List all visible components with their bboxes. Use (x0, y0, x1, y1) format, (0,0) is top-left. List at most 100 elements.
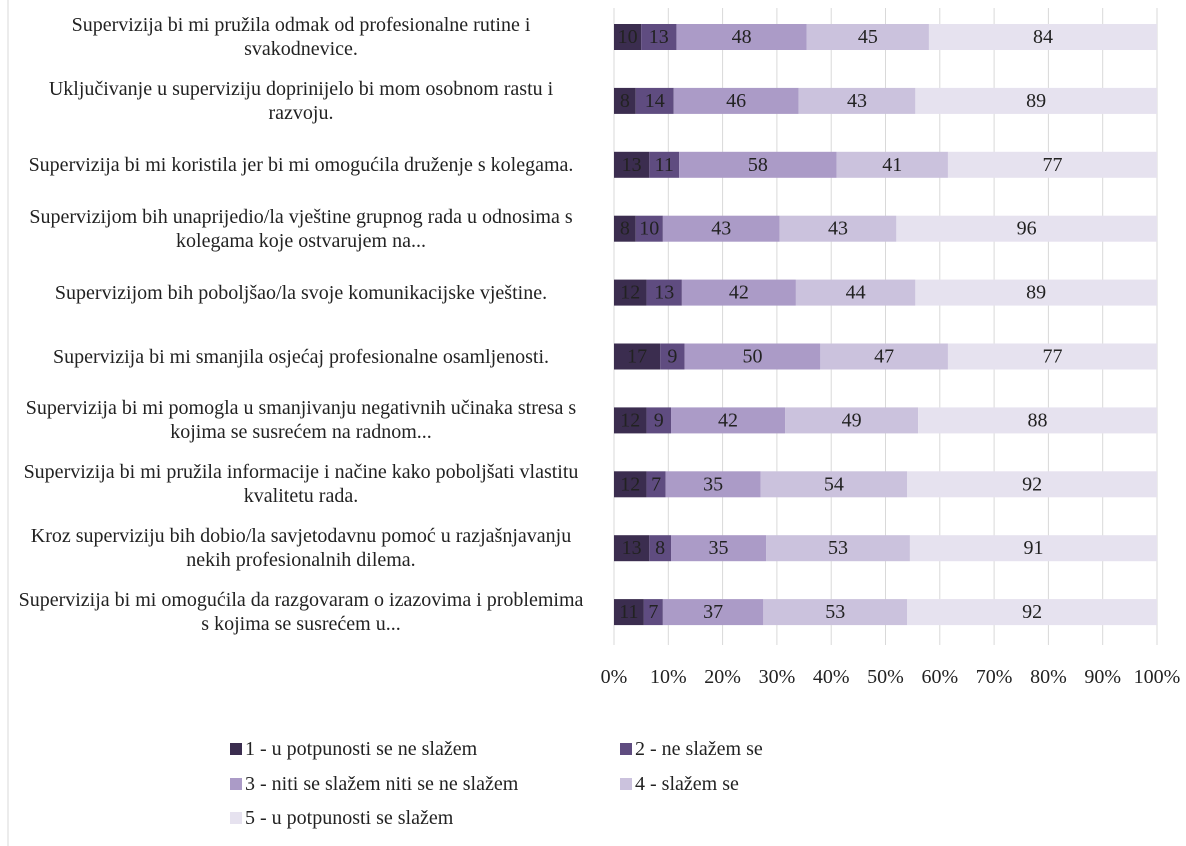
data-label: 77 (1042, 154, 1062, 176)
bar-segment (673, 87, 799, 114)
bar-segment (635, 87, 674, 114)
data-label: 43 (711, 218, 731, 240)
category-label: Kroz superviziju bih dobio/la savjetodav… (30, 525, 572, 572)
bar-segment (918, 407, 1157, 434)
data-label: 43 (847, 90, 867, 112)
data-label: 12 (620, 473, 640, 495)
category-label: Supervizija bi mi omogućila da razgovara… (18, 589, 584, 636)
bar-segment (614, 535, 650, 562)
data-label: 41 (882, 154, 902, 176)
bar-segment (614, 215, 636, 242)
category-label: Supervizija bi mi koristila jer bi mi om… (28, 153, 574, 176)
category-label: Supervizija bi mi smanjila osjećaj profe… (53, 345, 549, 368)
category-label: Supervizija bi mi pružila odmak od profe… (71, 14, 531, 60)
data-label: 17 (627, 346, 647, 368)
data-label: 35 (709, 537, 729, 559)
data-label: 88 (1028, 409, 1048, 431)
x-tick-label: 30% (759, 666, 796, 688)
x-tick-label: 100% (1134, 666, 1181, 688)
bar-segment (907, 599, 1157, 626)
bar-segment (907, 471, 1157, 498)
data-label: 48 (732, 26, 752, 48)
bar-segment (641, 24, 677, 50)
data-label: 53 (825, 601, 845, 623)
data-label: 49 (842, 409, 862, 431)
data-label: 12 (620, 409, 640, 431)
bar-segment (635, 215, 663, 242)
data-label: 89 (1026, 90, 1046, 112)
legend-label: 3 - niti se slažem niti se ne slažem (245, 773, 519, 795)
bar-segment (614, 599, 644, 626)
bar-segment (649, 151, 680, 178)
bar-segment (909, 535, 1157, 562)
data-label: 92 (1022, 601, 1042, 623)
bar-segment (779, 215, 897, 242)
data-label: 13 (622, 537, 642, 559)
data-label: 77 (1042, 346, 1062, 368)
data-label: 13 (622, 154, 642, 176)
legend-label: 5 - u potpunosti se slažem (245, 807, 454, 829)
data-label: 8 (620, 90, 630, 112)
bar-segment (766, 535, 910, 562)
x-tick-label: 80% (1030, 666, 1067, 688)
bar-segment (646, 407, 672, 434)
bar-segment (915, 279, 1157, 306)
data-label: 10 (639, 218, 659, 240)
data-label: 43 (828, 218, 848, 240)
data-label: 54 (824, 473, 844, 495)
bar-segment (820, 343, 948, 370)
legend-swatch (230, 778, 242, 790)
legend-swatch (230, 743, 242, 755)
x-tick-label: 70% (976, 666, 1013, 688)
data-label: 42 (718, 409, 738, 431)
data-label: 11 (655, 154, 674, 176)
bar-segment (660, 343, 685, 370)
data-label: 45 (858, 26, 878, 48)
bar-segment (795, 279, 916, 306)
bar-segment (671, 535, 767, 562)
data-label: 7 (648, 601, 658, 623)
bar-segment (662, 599, 764, 626)
bar-segment (947, 151, 1157, 178)
category-label: Uključivanje u superviziju doprinijelo b… (48, 77, 554, 124)
legend-swatch (620, 743, 632, 755)
data-label: 10 (618, 26, 638, 48)
data-label: 50 (742, 346, 762, 368)
bar-segment (665, 471, 761, 498)
x-tick-label: 20% (704, 666, 741, 688)
data-label: 37 (703, 601, 723, 623)
bar-segment (643, 599, 663, 626)
data-label: 12 (620, 282, 640, 304)
data-label: 9 (654, 409, 664, 431)
data-label: 53 (828, 537, 848, 559)
bar-segment (915, 87, 1157, 114)
bar-segment (681, 279, 796, 306)
bar-segment (676, 24, 807, 50)
data-label: 9 (667, 346, 677, 368)
x-tick-label: 10% (650, 666, 687, 688)
category-label: Supervizijom bih unaprijedio/la vještine… (29, 205, 573, 252)
data-label: 96 (1017, 218, 1037, 240)
bar-segment (614, 407, 647, 434)
bar-segment (614, 87, 636, 114)
data-label: 13 (654, 282, 674, 304)
data-label: 35 (703, 473, 723, 495)
data-label: 42 (729, 282, 749, 304)
bar-segment (684, 343, 821, 370)
data-label: 8 (655, 537, 665, 559)
bar-segment (614, 471, 647, 498)
data-label: 7 (651, 473, 661, 495)
bar-segment (646, 471, 666, 498)
data-label: 91 (1023, 537, 1043, 559)
bar-segment (614, 279, 647, 306)
bar-segment (671, 407, 786, 434)
bar-segment (614, 151, 650, 178)
data-label: 89 (1026, 282, 1046, 304)
category-label: Supervizija bi mi pružila informacije i … (23, 461, 579, 508)
bar-segment (798, 87, 916, 114)
data-label: 8 (620, 218, 630, 240)
data-label: 14 (645, 90, 665, 112)
bar-segment (806, 24, 929, 50)
data-label: 11 (619, 601, 638, 623)
x-tick-label: 90% (1084, 666, 1121, 688)
